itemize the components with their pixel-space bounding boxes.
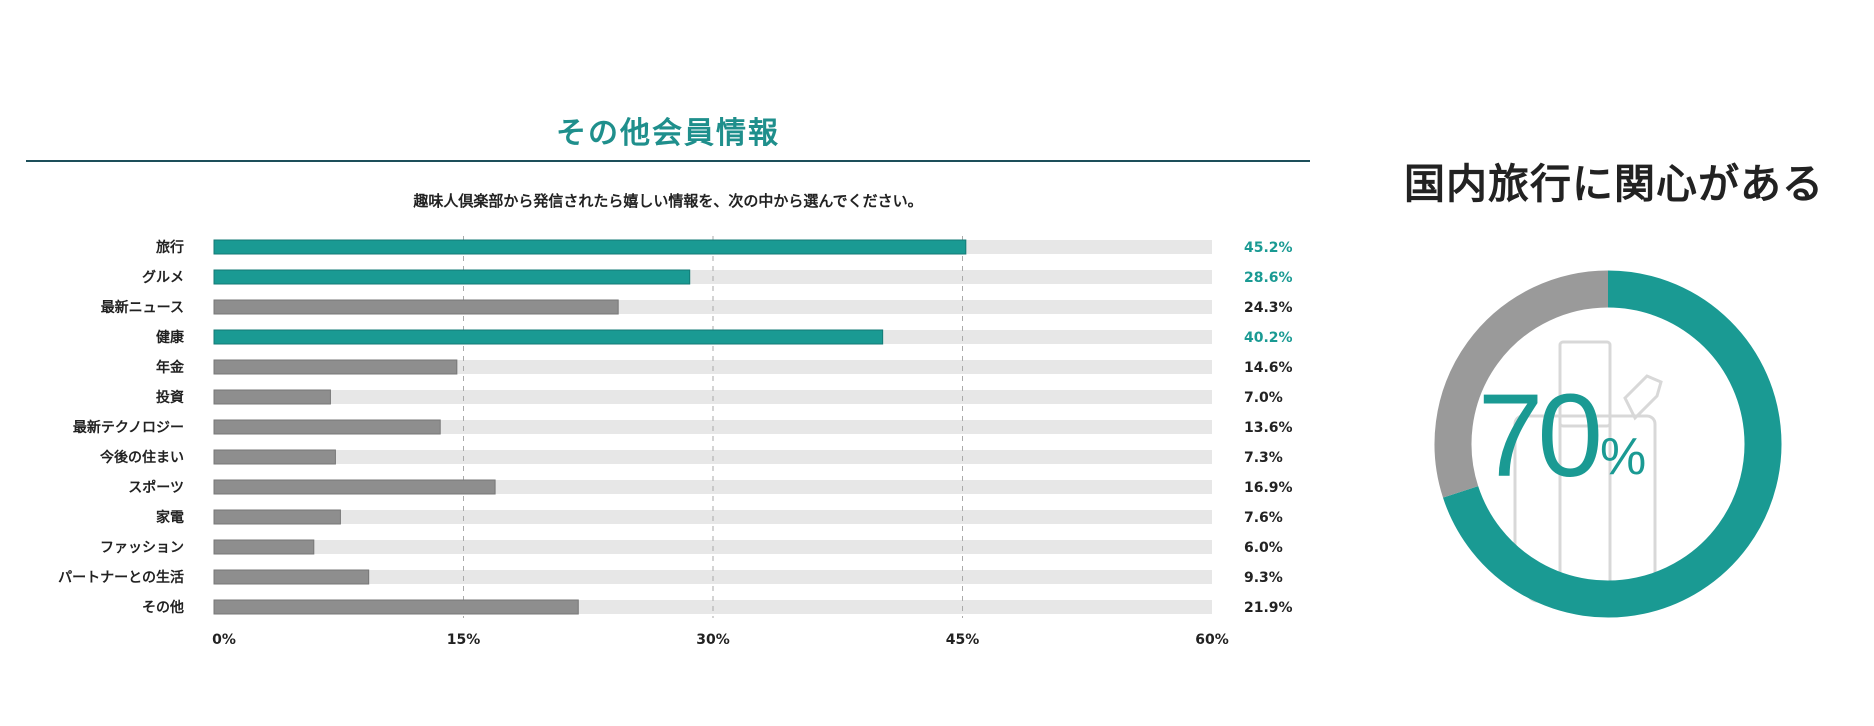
category-label: 健康 [156, 329, 185, 346]
bar [213, 389, 331, 405]
bar [213, 599, 579, 615]
bar [213, 269, 691, 285]
bar [213, 299, 619, 315]
category-label: グルメ [142, 269, 184, 286]
x-tick-label: 0% [212, 632, 236, 648]
bar [213, 419, 441, 435]
value-label: 21.9% [1244, 600, 1293, 616]
category-label: スポーツ [128, 479, 184, 496]
category-label: パートナーとの生活 [58, 569, 184, 586]
chart-title: その他会員情報 [556, 116, 780, 151]
category-label: ファッション [100, 540, 184, 556]
bar [213, 449, 336, 465]
bar [213, 509, 341, 525]
value-label: 14.6% [1244, 360, 1293, 376]
bar [213, 359, 458, 375]
category-label: 投資 [156, 389, 184, 406]
bar [213, 329, 884, 345]
survey-question: 趣味人倶楽部から発信されたら嬉しい情報を、次の中から選んでください。 [413, 192, 923, 210]
category-label: 旅行 [156, 239, 184, 256]
value-label: 7.0% [1244, 390, 1283, 406]
donut-slice-yes [1443, 270, 1782, 618]
value-label: 7.6% [1244, 510, 1283, 526]
value-label: 24.3% [1244, 300, 1293, 316]
x-tick-label: 60% [1195, 632, 1229, 648]
value-label: 28.6% [1244, 270, 1293, 286]
category-label: 家電 [156, 509, 184, 526]
title-divider [26, 160, 1310, 162]
bar [213, 479, 496, 495]
value-label: 7.3% [1244, 450, 1283, 466]
bar [213, 239, 967, 255]
category-label: その他 [142, 599, 184, 616]
category-label: 最新ニュース [101, 299, 184, 316]
donut-slice-rest [1434, 270, 1609, 498]
x-tick-label: 15% [447, 632, 481, 648]
value-label: 40.2% [1244, 330, 1293, 346]
value-label: 6.0% [1244, 540, 1283, 556]
value-label: 16.9% [1244, 480, 1293, 496]
bar-chart: 0% 15% 30% 45% 60% 旅行 45.2% グルメ 28.6% 最新ニュース 24.3%… [58, 236, 1293, 648]
x-tick-label: 45% [946, 632, 980, 648]
value-label: 13.6% [1244, 420, 1293, 436]
donut-title: 国内旅行に関心がある [1404, 160, 1824, 208]
donut-unit: % [1600, 428, 1646, 486]
category-label: 今後の住まい [99, 449, 184, 466]
donut-chart: 70 % [1434, 270, 1782, 618]
bar [213, 539, 315, 555]
value-label: 9.3% [1244, 570, 1283, 586]
category-label: 年金 [156, 359, 185, 376]
category-label: 最新テクノロジー [73, 419, 184, 436]
bar [213, 569, 370, 585]
x-tick-label: 30% [696, 632, 730, 648]
donut-value: 70 [1478, 370, 1600, 502]
value-label: 45.2% [1244, 240, 1293, 256]
